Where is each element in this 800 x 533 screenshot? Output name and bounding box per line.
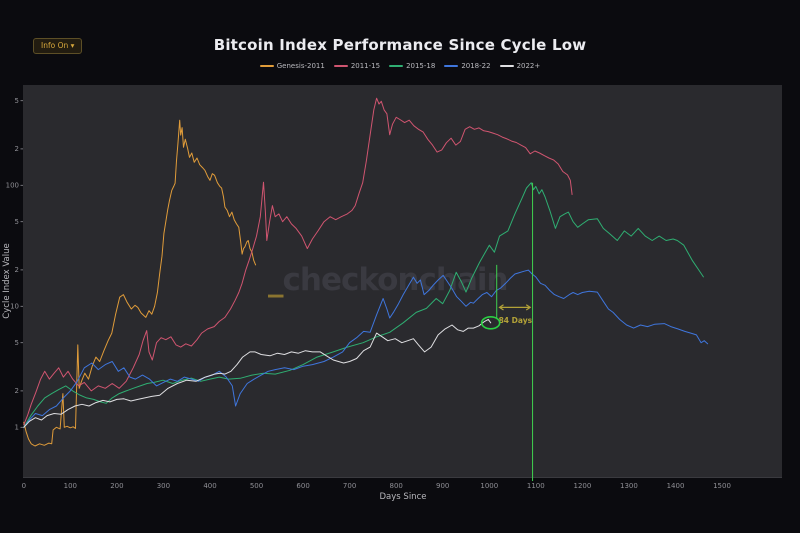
y-tick-label: 1 bbox=[15, 424, 19, 432]
watermark: _checkonchain bbox=[268, 262, 508, 298]
y-tick-label: 5 bbox=[15, 218, 19, 226]
legend-dash-icon bbox=[389, 65, 404, 67]
series-line-genesis-2011 bbox=[23, 119, 257, 447]
x-tick-label: 400 bbox=[203, 482, 216, 490]
x-tick-label: 500 bbox=[250, 482, 263, 490]
x-tick-label: 100 bbox=[64, 482, 77, 490]
current-cycle-marker-circle[interactable] bbox=[480, 316, 501, 330]
x-tick-label: 1200 bbox=[573, 482, 591, 490]
y-tick-label: 2 bbox=[15, 145, 19, 153]
series-line-2015-18 bbox=[23, 182, 704, 428]
y-tick-label: 2 bbox=[15, 387, 19, 395]
x-tick-label: 1400 bbox=[667, 482, 685, 490]
legend-item-2022-[interactable]: 2022+ bbox=[499, 62, 541, 70]
series-line-2022- bbox=[23, 318, 492, 428]
x-tick-label: 900 bbox=[436, 482, 449, 490]
legend-item-2011-15[interactable]: 2011-15 bbox=[333, 62, 381, 70]
gap-arrowhead-left bbox=[498, 304, 504, 311]
x-tick-label: 300 bbox=[157, 482, 170, 490]
x-tick-label: 1100 bbox=[527, 482, 545, 490]
legend-label: 2015-18 bbox=[406, 62, 436, 70]
chart-legend: Genesis-2011 2011-15 2015-18 2018-22 2022+ bbox=[0, 62, 800, 70]
legend-label: 2011-15 bbox=[350, 62, 381, 70]
info-toggle-button[interactable]: Info On ▾ bbox=[33, 38, 83, 54]
y-axis-title: Cycle Index Value bbox=[2, 243, 12, 318]
x-tick-label: 800 bbox=[390, 482, 403, 490]
plot-area bbox=[23, 85, 782, 477]
legend-dash-icon bbox=[499, 65, 514, 67]
legend-item-2015-18[interactable]: 2015-18 bbox=[389, 62, 435, 70]
x-tick-label: 1000 bbox=[480, 482, 498, 490]
x-tick-label: 200 bbox=[110, 482, 123, 490]
legend-item-genesis-2011[interactable]: Genesis-2011 bbox=[259, 62, 325, 70]
x-tick-label: 1300 bbox=[620, 482, 638, 490]
x-tick-label: 1500 bbox=[713, 482, 731, 490]
x-axis-title: Days Since bbox=[380, 492, 427, 502]
gap-arrowhead-right bbox=[525, 304, 532, 311]
legend-label: 2018-22 bbox=[461, 62, 491, 70]
y-tick-label: 100 bbox=[6, 182, 19, 190]
legend-item-2018-22[interactable]: 2018-22 bbox=[444, 62, 491, 70]
series-line-2011-15 bbox=[23, 97, 573, 426]
x-tick-label: 700 bbox=[343, 482, 356, 490]
y-tick-label: 5 bbox=[15, 339, 19, 347]
legend-dash-icon bbox=[259, 65, 274, 67]
legend-label: Genesis-2011 bbox=[276, 62, 325, 70]
legend-dash-icon bbox=[333, 65, 348, 67]
gap-days-label: 84 Days bbox=[499, 316, 533, 325]
legend-label: 2022+ bbox=[516, 62, 541, 70]
y-tick-label: 5 bbox=[15, 97, 19, 105]
x-tick-label: 600 bbox=[296, 482, 309, 490]
x-tick-label: 0 bbox=[22, 482, 26, 490]
y-tick-label: 2 bbox=[15, 266, 19, 274]
series-line-2018-22 bbox=[23, 269, 709, 428]
chart-title: Bitcoin Index Performance Since Cycle Lo… bbox=[213, 36, 587, 54]
legend-dash-icon bbox=[444, 65, 459, 67]
y-tick-label: 10 bbox=[10, 303, 19, 311]
